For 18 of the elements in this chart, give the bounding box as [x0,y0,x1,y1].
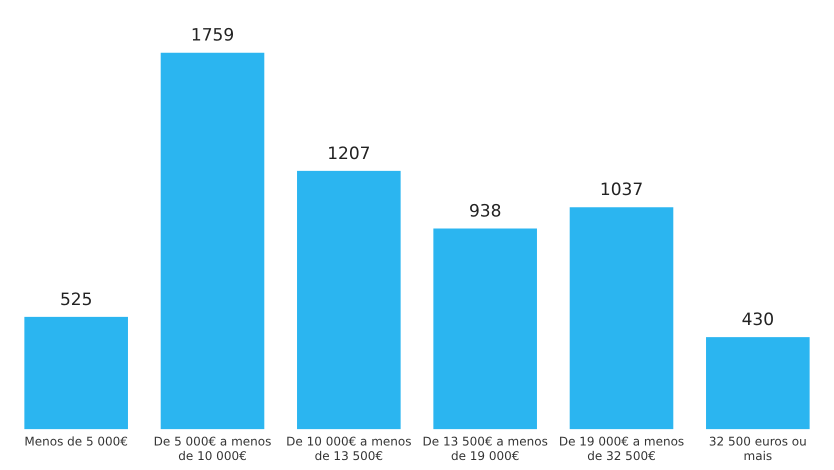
data-label: 938 [468,201,502,222]
x-tick-label: De 13 500€ a menos de 19 000€ [422,434,548,463]
x-tick-label: De 10 000€ a menos de 13 500€ [286,434,412,463]
data-label: 525 [60,290,92,310]
x-tick-label: De 5 000€ a menos de 10 000€ [154,434,272,463]
data-label: 1759 [190,26,234,46]
bar [297,170,401,430]
x-tick-label: Menos de 5 000€ [24,434,128,449]
data-label: 1037 [600,180,644,200]
x-tick-label: De 19 000€ a menos de 32 500€ [558,434,684,463]
bar [24,316,128,430]
data-label: 430 [742,310,774,330]
bar [160,52,264,430]
data-label: 1207 [327,144,370,164]
bar [570,207,674,430]
x-tick-label: 32 500 euros ou mais [708,434,807,463]
bar [706,337,810,430]
bar [433,228,537,430]
